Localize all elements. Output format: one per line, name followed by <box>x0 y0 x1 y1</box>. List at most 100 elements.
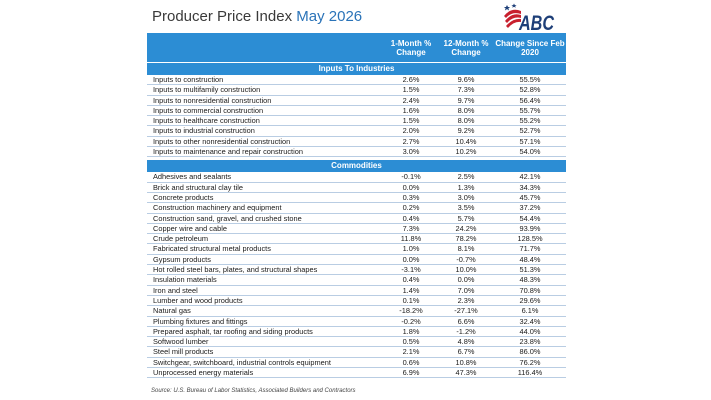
since-feb2020-value: 6.1% <box>521 306 539 316</box>
table-row: Fabricated structural metal products 1.0%… <box>147 244 566 255</box>
twelve-month-value: 3.5% <box>457 203 475 213</box>
one-month-value: 0.4% <box>402 213 420 223</box>
one-month-value: 1.6% <box>402 105 420 115</box>
header-since-feb2020: Change Since Feb 2020 <box>495 38 565 57</box>
table-header: 1-Month % Change 12-Month % Change Chang… <box>147 33 566 62</box>
since-feb2020-value: 54.0% <box>519 147 541 157</box>
title-main: Producer Price Index <box>152 8 297 25</box>
row-label: Copper wire and cable <box>153 223 227 233</box>
section-header-inputs: Inputs To Industries <box>147 63 566 75</box>
one-month-value: 3.0% <box>402 147 420 157</box>
since-feb2020-value: 23.8% <box>519 337 541 347</box>
table-row: Inputs to other nonresidential construct… <box>147 136 566 148</box>
twelve-month-value: 6.6% <box>457 316 475 326</box>
table-row: Unprocessed energy materials 6.9% 47.3% 116… <box>147 368 566 379</box>
commodities-rows: Adhesives and sealants -0.1% 2.5% 42.1% Bric… <box>147 172 566 379</box>
twelve-month-value: 9.6% <box>457 75 475 84</box>
one-month-value: 0.0% <box>402 254 420 264</box>
row-label: Hot rolled steel bars, plates, and struc… <box>153 265 318 275</box>
one-month-value: 1.4% <box>402 285 420 295</box>
row-label: Inputs to maintenance and repair constru… <box>153 147 303 157</box>
since-feb2020-value: 52.8% <box>519 85 541 95</box>
row-label: Construction machinery and equipment <box>153 203 282 213</box>
since-feb2020-value: 32.4% <box>519 316 541 326</box>
row-label: Concrete products <box>153 192 214 202</box>
row-label: Inputs to commercial construction <box>153 105 264 115</box>
one-month-value: -0.1% <box>401 172 421 182</box>
since-feb2020-value: 55.7% <box>519 105 541 115</box>
twelve-month-value: 8.0% <box>457 116 475 126</box>
row-label: Inputs to multifamily construction <box>153 85 261 95</box>
row-label: Gypsum products <box>153 254 211 264</box>
header-item <box>147 33 384 62</box>
one-month-value: 2.4% <box>402 95 420 105</box>
twelve-month-value: 10.4% <box>455 136 477 146</box>
one-month-value: 1.8% <box>402 326 420 336</box>
twelve-month-value: 10.2% <box>455 147 477 157</box>
one-month-value: 2.7% <box>402 136 420 146</box>
twelve-month-value: 3.0% <box>457 192 475 202</box>
table-row: Concrete products 0.3% 3.0% 45.7% <box>147 192 566 204</box>
row-label: Steel mill products <box>153 347 214 357</box>
table-row: Softwood lumber 0.5% 4.8% 23.8% <box>147 337 566 348</box>
one-month-value: -0.2% <box>401 316 421 326</box>
twelve-month-value: 8.0% <box>457 105 475 115</box>
twelve-month-value: 78.2% <box>455 234 477 244</box>
table-row: Lumber and wood products 0.1% 2.3% 29.6% <box>147 295 566 307</box>
source-note: Source: U.S. Bureau of Labor Statistics,… <box>151 388 356 394</box>
row-label: Crude petroleum <box>153 234 209 244</box>
one-month-value: 0.5% <box>402 337 420 347</box>
header-one-month: 1-Month % Change <box>390 38 432 57</box>
row-label: Natural gas <box>153 306 191 316</box>
since-feb2020-value: 51.3% <box>519 265 541 275</box>
one-month-value: -18.2% <box>399 306 423 316</box>
table-row: Prepared asphalt, tar roofing and siding… <box>147 326 566 338</box>
logo-text: ABC <box>518 12 554 33</box>
table-row: Inputs to healthcare construction 1.5% 8.0… <box>147 116 566 127</box>
header-twelve-month: 12-Month % Change <box>443 38 489 57</box>
one-month-value: 0.1% <box>402 295 420 305</box>
since-feb2020-value: 55.2% <box>519 116 541 126</box>
since-feb2020-value: 45.7% <box>519 192 541 202</box>
one-month-value: 2.6% <box>402 75 420 84</box>
twelve-month-value: 7.3% <box>457 85 475 95</box>
one-month-value: 11.8% <box>400 234 422 244</box>
one-month-value: 0.3% <box>402 192 420 202</box>
table-row: Steel mill products 2.1% 6.7% 86.0% <box>147 347 566 358</box>
twelve-month-value: 5.7% <box>457 213 475 223</box>
row-label: Unprocessed energy materials <box>153 368 254 378</box>
row-label: Inputs to industrial construction <box>153 126 255 136</box>
since-feb2020-value: 76.2% <box>519 357 541 367</box>
twelve-month-value: 7.0% <box>457 285 475 295</box>
twelve-month-value: -1.2% <box>456 326 476 336</box>
since-feb2020-value: 34.3% <box>519 182 541 192</box>
title-accent: May 2026 <box>296 8 363 25</box>
one-month-value: 1.5% <box>402 116 420 126</box>
twelve-month-value: 2.3% <box>457 295 475 305</box>
row-label: Inputs to construction <box>153 75 224 84</box>
section-header-commodities: Commodities <box>147 160 566 173</box>
abc-logo-icon: ABC <box>503 3 555 33</box>
since-feb2020-value: 44.0% <box>519 326 541 336</box>
table-row: Inputs to commercial construction 1.6% 8.0… <box>147 105 566 117</box>
since-feb2020-value: 86.0% <box>519 347 541 357</box>
one-month-value: 0.0% <box>402 182 420 192</box>
twelve-month-value: 6.7% <box>457 347 475 357</box>
twelve-month-value: -27.1% <box>454 306 478 316</box>
table-row: Copper wire and cable 7.3% 24.2% 93.9% <box>147 223 566 235</box>
table-row: Adhesives and sealants -0.1% 2.5% 42.1% <box>147 172 566 183</box>
one-month-value: 6.9% <box>402 368 420 378</box>
row-label: Insulation materials <box>153 275 217 285</box>
one-month-value: 0.4% <box>402 275 420 285</box>
table-row: Iron and steel 1.4% 7.0% 70.8% <box>147 286 566 296</box>
row-label: Inputs to other nonresidential construct… <box>153 136 291 146</box>
one-month-value: 1.5% <box>402 85 420 95</box>
one-month-value: 0.2% <box>402 203 420 213</box>
since-feb2020-value: 56.4% <box>519 95 541 105</box>
table-row: Hot rolled steel bars, plates, and struc… <box>147 265 566 276</box>
table-row: Plumbing fixtures and fittings -0.2% 6.6% 3… <box>147 317 566 327</box>
table-row: Brick and structural clay tile 0.0% 1.3% 34… <box>147 183 566 193</box>
one-month-value: 2.1% <box>402 347 420 357</box>
table-row: Crude petroleum 11.8% 78.2% 128.5% <box>147 234 566 245</box>
table-row: Construction machinery and equipment 0.2%… <box>147 203 566 214</box>
